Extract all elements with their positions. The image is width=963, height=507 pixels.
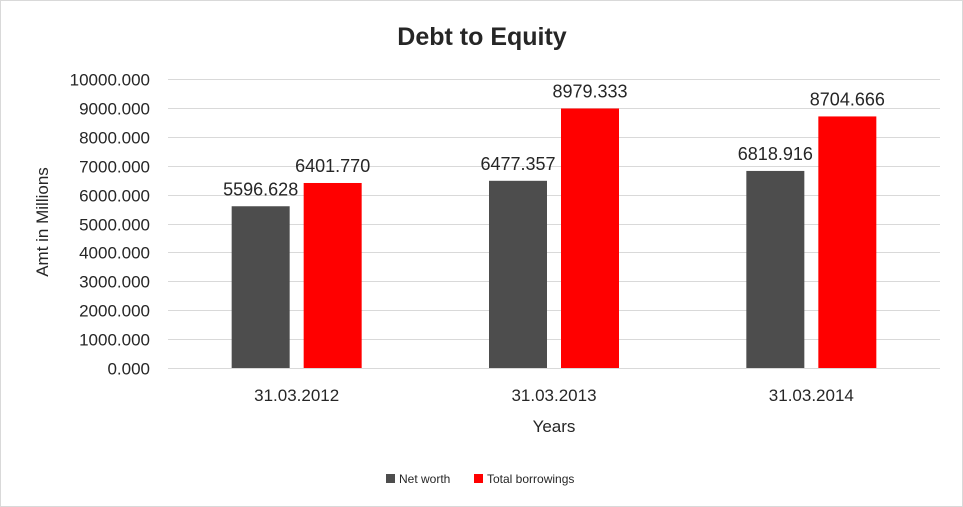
y-tick-label: 9000.000 [79,100,150,119]
chart-title: Debt to Equity [397,23,567,51]
y-tick-label: 5000.000 [79,216,150,235]
y-tick-label: 0.000 [107,360,150,379]
data-label: 6401.770 [295,156,370,176]
x-tick-label: 31.03.2012 [254,386,339,405]
gridlines [168,79,940,369]
legend-swatch [474,474,483,483]
y-tick-label: 2000.000 [79,302,150,321]
x-axis-title: Years [533,417,576,436]
y-tick-label: 3000.000 [79,273,150,292]
bar-total-borrowings [303,182,362,368]
y-tick-label: 10000.000 [70,71,150,90]
data-label: 8704.666 [810,89,885,109]
bar-net-worth [231,206,290,368]
x-tick-label: 31.03.2013 [511,386,596,405]
data-labels: 5596.628 6401.770 6477.357 8979.333 6818.916… [223,81,885,199]
y-tick-label: 8000.000 [79,129,150,148]
y-tick-label: 7000.000 [79,158,150,177]
data-label: 5596.628 [223,179,298,199]
data-label: 6818.916 [738,144,813,164]
bars [231,108,877,368]
y-axis-title: Amt in Millions [33,167,52,277]
bar-net-worth [746,170,805,368]
legend-swatch [386,474,395,483]
y-tick-label: 4000.000 [79,244,150,263]
y-tick-label: 1000.000 [79,331,150,350]
y-axis-ticks: 0.000 1000.000 2000.000 3000.000 4000.000 500… [70,71,150,379]
data-label: 6477.357 [480,154,555,174]
bar-total-borrowings [818,116,877,368]
legend-label: Net worth [399,472,450,486]
bar-total-borrowings [561,108,619,368]
data-label: 8979.333 [552,81,627,101]
y-tick-label: 6000.000 [79,187,150,206]
x-tick-label: 31.03.2014 [769,386,854,405]
legend: Net worth Total borrowings [386,472,574,486]
x-axis-ticks: 31.03.2012 31.03.2013 31.03.2014 [254,386,854,405]
bar-net-worth [489,180,547,368]
legend-label: Total borrowings [487,472,574,486]
